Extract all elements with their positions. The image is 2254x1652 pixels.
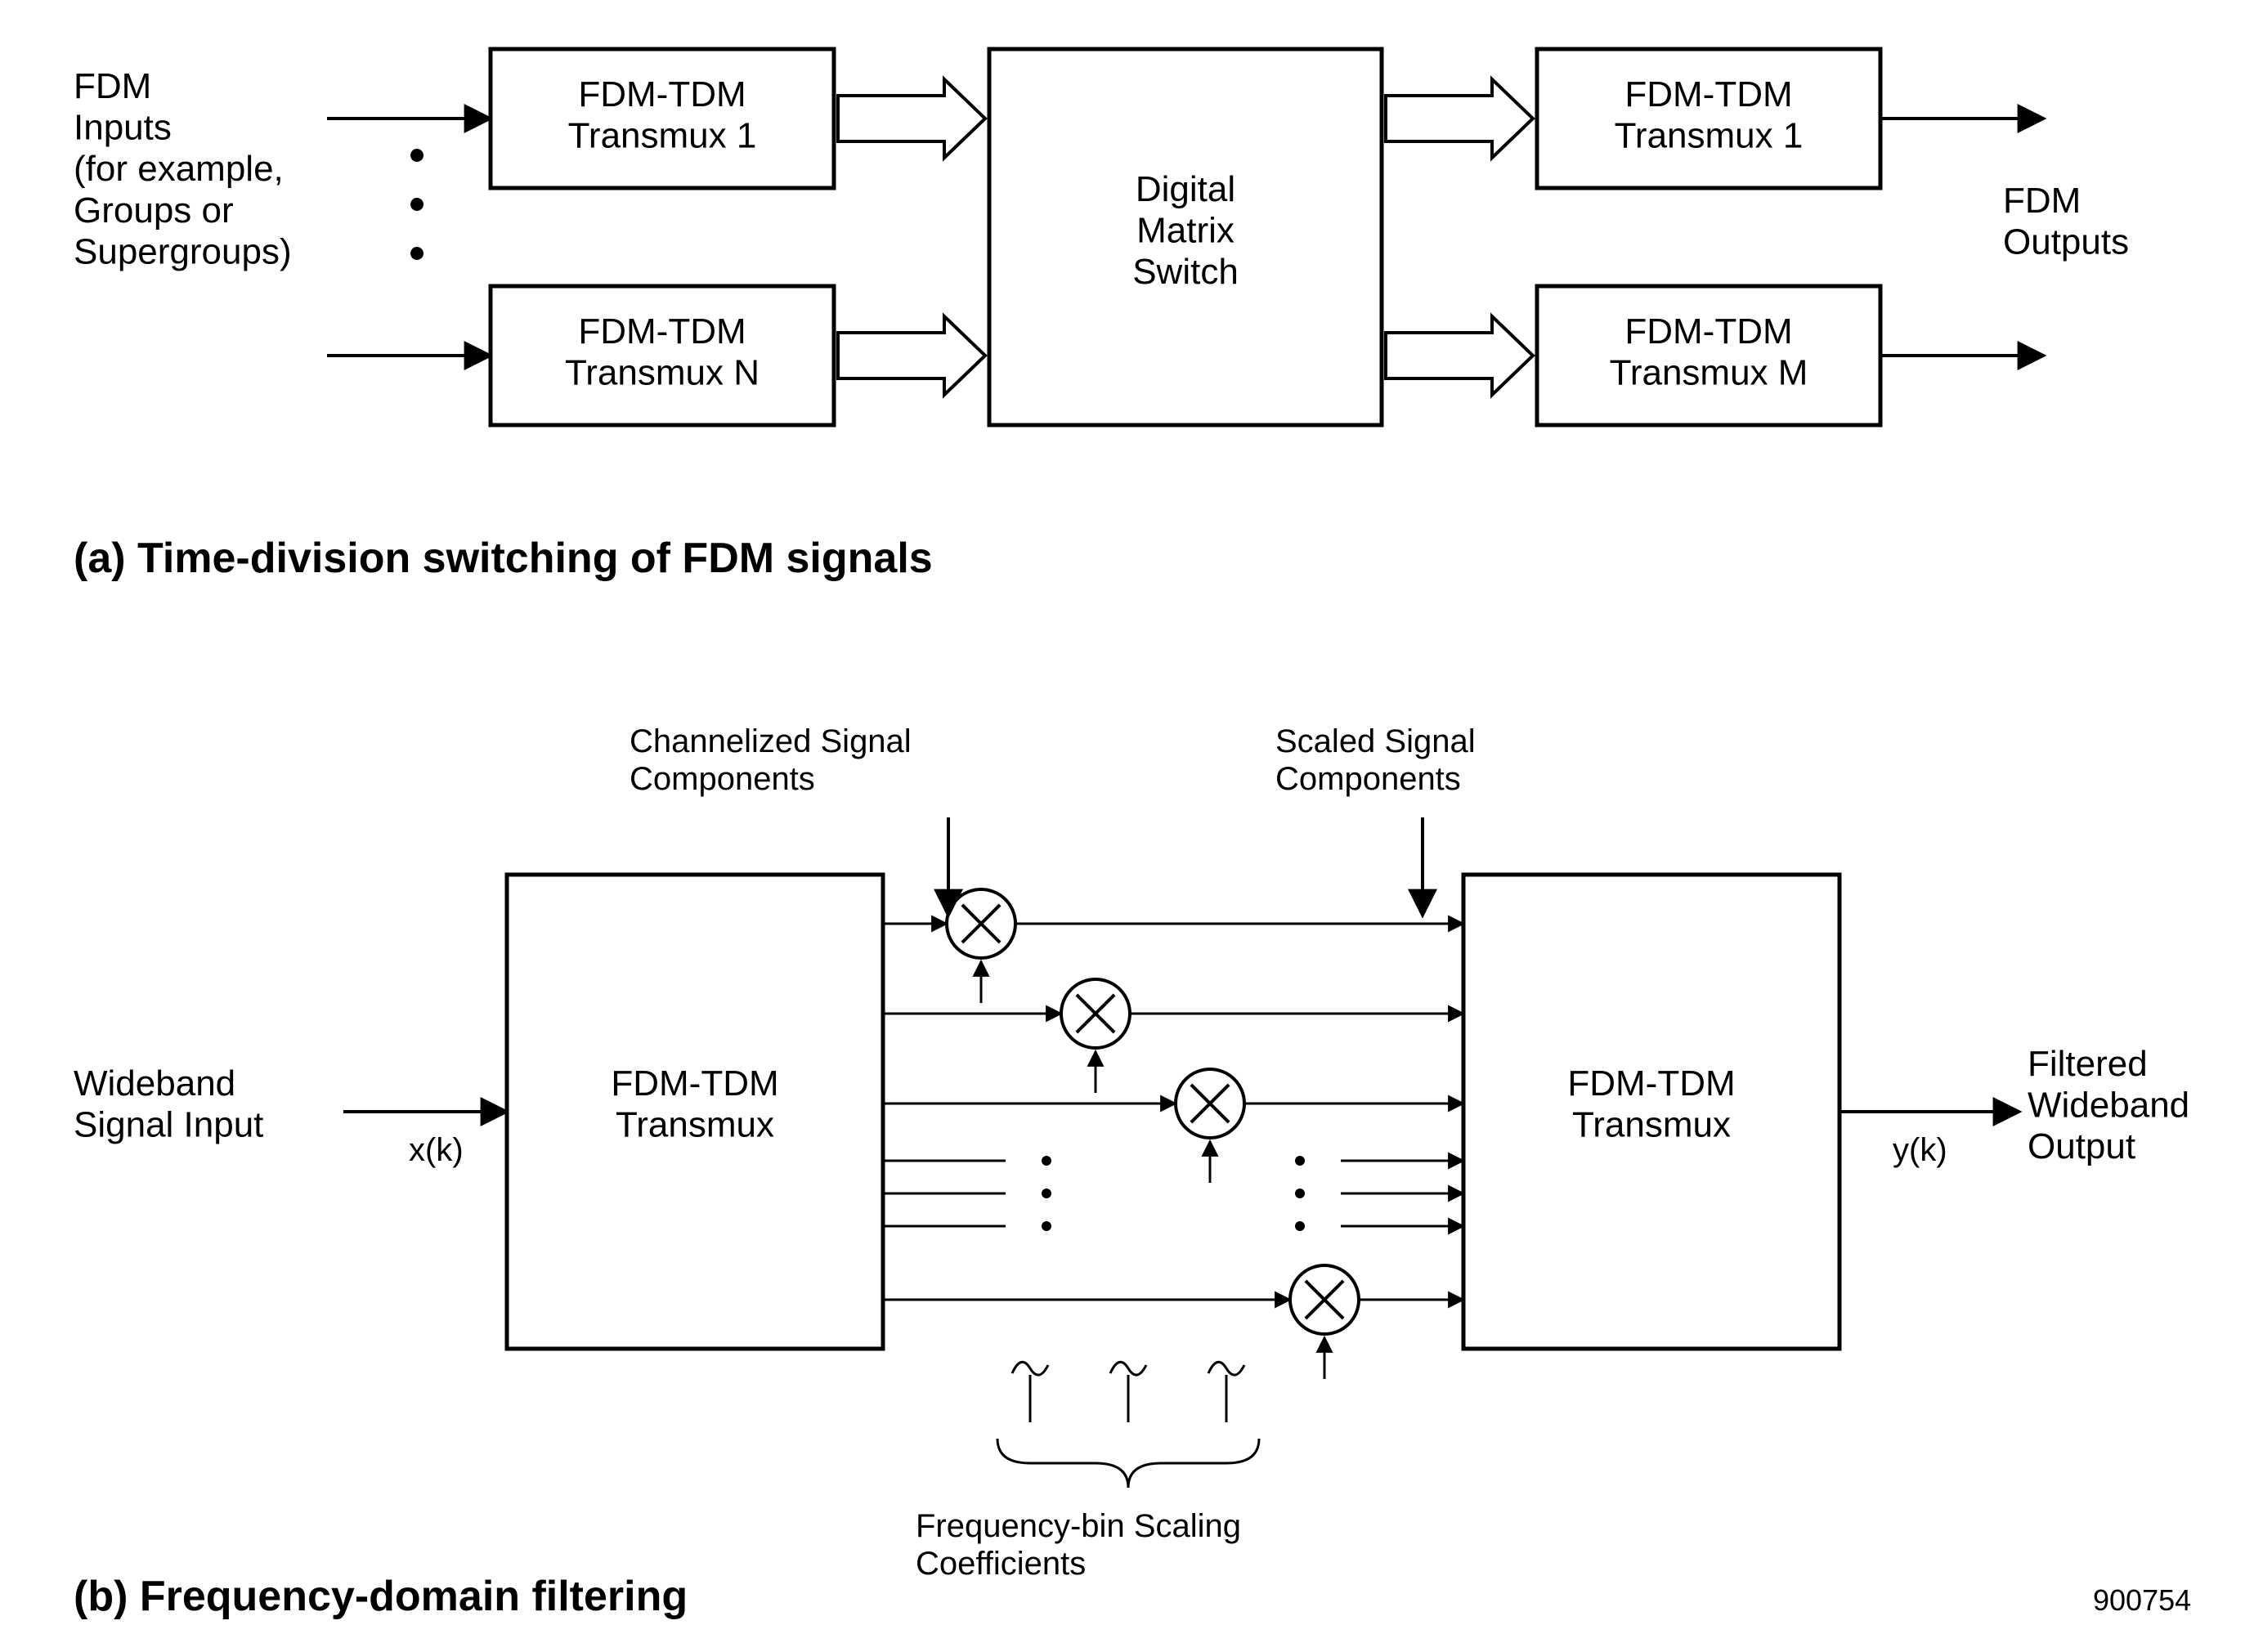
caption-b: (b) Frequency-domain filtering [74, 1573, 688, 1620]
channelized-label: Channelized SignalComponents [630, 723, 912, 797]
ellipsis-dot [1042, 1156, 1051, 1166]
ellipsis-dot [410, 247, 423, 260]
diagram-root: FDMInputs(for example,Groups orSupergrou… [0, 0, 2254, 1652]
transmux-out-1-label: FDM-TDMTransmux 1 [1615, 74, 1804, 156]
figure-id: 900754 [2093, 1583, 2191, 1617]
brace [997, 1439, 1259, 1488]
scaled-label: Scaled SignalComponents [1275, 723, 1476, 797]
caption-a: (a) Time-division switching of FDM signa… [74, 535, 933, 582]
ellipsis-dot [1042, 1221, 1051, 1231]
ellipsis-dot [1295, 1156, 1305, 1166]
bus-arrow [1386, 79, 1533, 158]
ellipsis-dot [1042, 1189, 1051, 1198]
transmux-in-1-label: FDM-TDMTransmux 1 [568, 74, 757, 156]
output-signal: y(k) [1893, 1132, 1947, 1168]
input-label: FDMInputs(for example,Groups orSupergrou… [74, 66, 292, 271]
transmux-right-label: FDM-TDMTransmux [1567, 1063, 1735, 1145]
transmux-out-m-label: FDM-TDMTransmux M [1610, 311, 1808, 393]
output-label: FDMOutputs [2003, 181, 2129, 262]
transmux-left-label: FDM-TDMTransmux [611, 1063, 778, 1145]
ellipsis-dot [410, 149, 423, 162]
ellipsis-dot [1295, 1189, 1305, 1198]
ellipsis-dot [410, 198, 423, 211]
digital-matrix-switch-label: DigitalMatrixSwitch [1132, 169, 1239, 292]
transmux-in-n-label: FDM-TDMTransmux N [565, 311, 760, 393]
bus-arrow [838, 316, 985, 395]
coefficients-label: Frequency-bin ScalingCoefficients [916, 1508, 1241, 1582]
ellipsis-dot [1295, 1221, 1305, 1231]
wideband-output-label: FilteredWidebandOutput [2028, 1044, 2189, 1166]
input-signal: x(k) [409, 1132, 464, 1168]
wideband-input-label: WidebandSignal Input [74, 1063, 263, 1145]
bus-arrow [1386, 316, 1533, 395]
bus-arrow [838, 79, 985, 158]
